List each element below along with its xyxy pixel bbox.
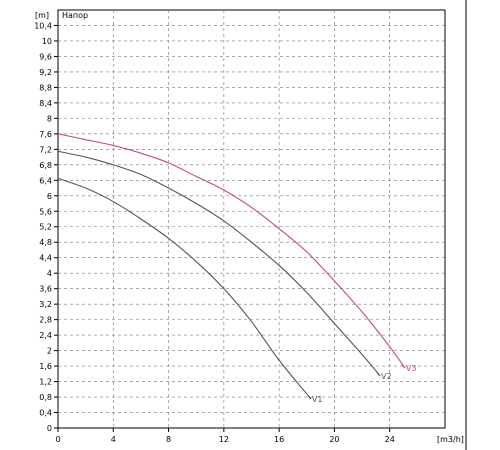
series-label: V3 xyxy=(406,364,417,373)
y-tick-label: 4,4 xyxy=(39,254,52,263)
y-tick-label: 0,4 xyxy=(39,409,52,418)
y-tick-label: 0 xyxy=(47,424,52,433)
x-tick-label: 24 xyxy=(385,435,395,444)
y-tick-label: 4,8 xyxy=(39,238,52,247)
y-tick-label: 7,6 xyxy=(39,130,52,139)
chart-title: Напор xyxy=(62,11,88,20)
y-tick-label: 8,4 xyxy=(39,99,52,108)
y-tick-label: 5,2 xyxy=(39,223,52,232)
series-label: V2 xyxy=(381,372,392,381)
y-tick-label: 2,8 xyxy=(39,316,52,325)
y-tick-label: 1,2 xyxy=(39,378,52,387)
series-line-v1 xyxy=(57,177,312,400)
series-end-marker xyxy=(401,364,406,369)
x-tick-label: 16 xyxy=(274,435,284,444)
x-axis-unit: [m3/h] xyxy=(437,435,464,444)
series-label: V1 xyxy=(312,395,323,404)
series-end-marker xyxy=(376,372,381,377)
x-tick-label: 4 xyxy=(111,435,116,444)
y-tick-label: 9,2 xyxy=(39,68,52,77)
y-tick-label: 5,6 xyxy=(39,207,52,216)
y-tick-label: 1,6 xyxy=(39,362,52,371)
plot-area xyxy=(57,9,446,429)
y-tick-label: 8,8 xyxy=(39,83,52,92)
y-tick-label: 10,4 xyxy=(34,21,52,30)
y-tick-label: 10 xyxy=(42,37,52,46)
y-tick-label: 4 xyxy=(47,269,52,278)
y-tick-label: 7,2 xyxy=(39,145,52,154)
x-tick-label: 8 xyxy=(166,435,171,444)
y-tick-label: 3,2 xyxy=(39,300,52,309)
y-tick-label: 6 xyxy=(47,192,52,201)
y-tick-label: 2,4 xyxy=(39,331,52,340)
series-line-v2 xyxy=(57,150,381,377)
x-tick-label: 12 xyxy=(219,435,229,444)
series-end-marker xyxy=(307,395,312,400)
y-tick-label: 3,6 xyxy=(39,285,52,294)
y-tick-label: 0,8 xyxy=(39,393,52,402)
y-tick-label: 6,4 xyxy=(39,176,52,185)
y-axis-unit: [m] xyxy=(35,11,49,20)
y-tick-label: 8 xyxy=(47,114,52,123)
y-tick-label: 2 xyxy=(47,347,52,356)
y-tick-label: 9,6 xyxy=(39,52,52,61)
x-tick-label: 0 xyxy=(55,435,60,444)
series-line-v3 xyxy=(57,133,406,369)
y-tick-label: 6,8 xyxy=(39,161,52,170)
x-tick-label: 20 xyxy=(329,435,339,444)
